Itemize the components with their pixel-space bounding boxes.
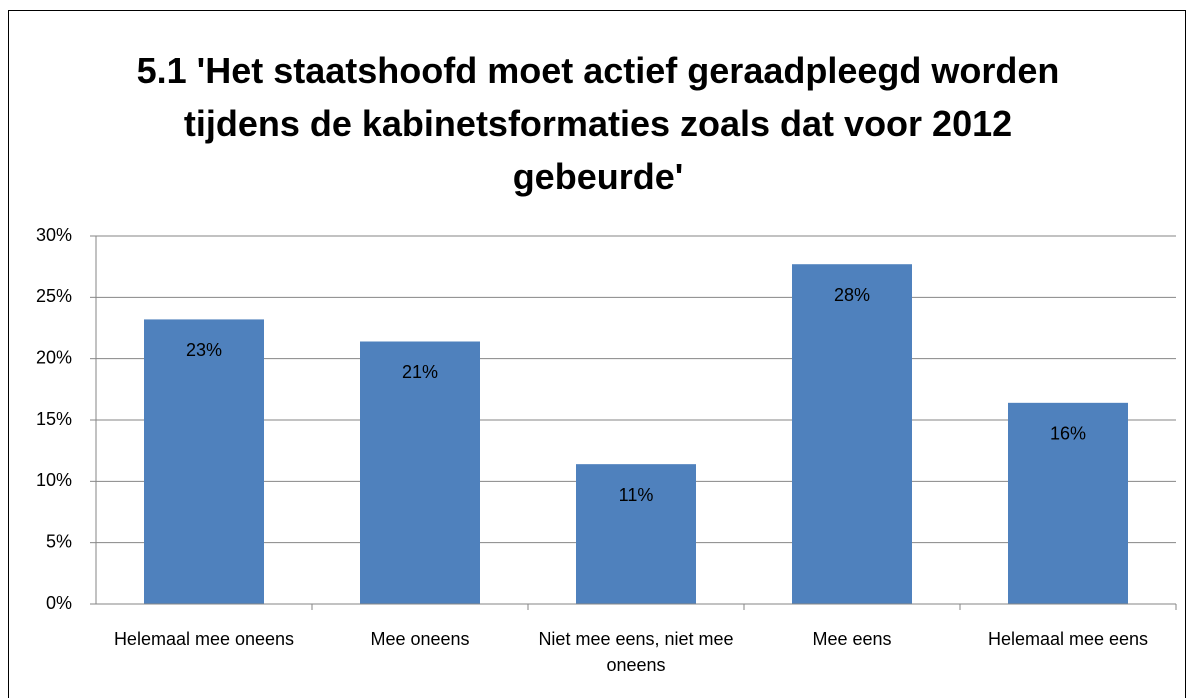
bar — [792, 264, 912, 604]
bar — [360, 341, 480, 604]
data-label: 11% — [619, 485, 654, 505]
data-label: 23% — [186, 340, 222, 360]
y-tick-label: 0% — [46, 593, 72, 613]
y-tick-label: 5% — [46, 531, 72, 551]
x-tick-label: Mee eens — [812, 629, 892, 649]
bar — [144, 319, 264, 604]
y-tick-label: 15% — [36, 409, 72, 429]
y-tick-label: 25% — [36, 286, 72, 306]
bar — [1008, 402, 1128, 604]
chart-title: 5.1 'Het staatshoofd moet actief geraadp… — [136, 50, 1060, 197]
x-tick-label: Niet mee eens, niet mee oneens — [538, 629, 734, 675]
y-tick-label: 10% — [36, 470, 72, 490]
data-label: 21% — [402, 362, 438, 382]
x-tick-label: Helemaal mee eens — [987, 629, 1149, 649]
data-label: 28% — [834, 285, 870, 305]
y-tick-label: 30% — [36, 225, 72, 245]
y-tick-label: 20% — [36, 347, 72, 367]
x-tick-label: Mee oneens — [370, 629, 470, 649]
x-tick-label: Helemaal mee oneens — [113, 629, 295, 649]
data-label: 16% — [1050, 424, 1086, 444]
bar — [576, 464, 696, 604]
